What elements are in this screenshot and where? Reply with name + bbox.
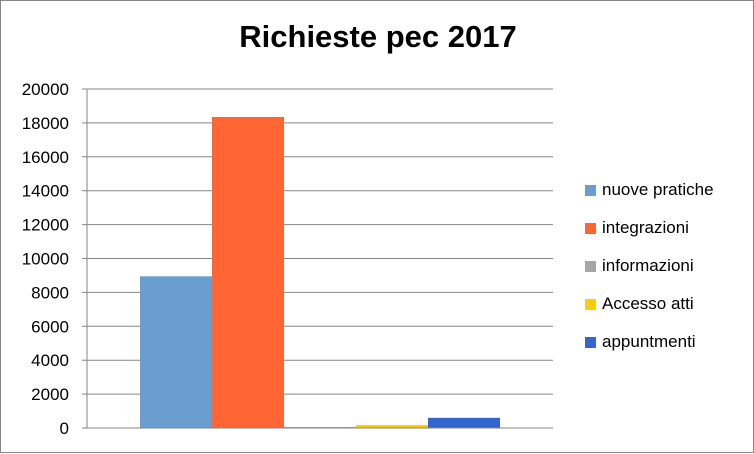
legend-swatch <box>585 222 596 234</box>
y-tick-label: 2000 <box>31 385 69 404</box>
legend-swatch <box>585 184 596 196</box>
bar-nuove-pratiche <box>140 276 212 428</box>
legend-item: nuove pratiche <box>585 171 714 209</box>
y-tick-label: 20000 <box>22 80 69 99</box>
y-tick-label: 6000 <box>31 317 69 336</box>
legend-label: Accesso atti <box>602 294 694 313</box>
legend-swatch <box>585 260 596 272</box>
legend-item: Accesso atti <box>585 285 714 323</box>
y-tick-label: 0 <box>60 419 69 438</box>
legend-label: appuntmenti <box>602 332 696 351</box>
chart-title: Richieste pec 2017 <box>239 19 517 54</box>
legend-swatch <box>585 298 596 310</box>
legend-label: informazioni <box>602 256 694 275</box>
y-tick-label: 14000 <box>22 182 69 201</box>
legend-item: informazioni <box>585 247 714 285</box>
y-tick-label: 12000 <box>22 216 69 235</box>
y-tick-label: 18000 <box>22 114 69 133</box>
legend-item: appuntmenti <box>585 323 714 361</box>
y-tick-label: 16000 <box>22 148 69 167</box>
bar-appuntmenti <box>428 417 500 428</box>
legend-label: nuove pratiche <box>602 180 714 199</box>
legend-item: integrazioni <box>585 209 714 247</box>
bar-accesso-atti <box>356 424 428 428</box>
bar-integrazioni <box>212 116 284 428</box>
y-tick-label: 10000 <box>22 250 69 269</box>
legend-label: integrazioni <box>602 218 689 237</box>
y-tick-label: 8000 <box>31 283 69 302</box>
bar-informazioni <box>284 426 356 428</box>
y-tick-label: 4000 <box>31 351 69 370</box>
legend: nuove pratiche integrazioni informazioni Ac… <box>585 171 714 361</box>
legend-swatch <box>585 336 596 348</box>
